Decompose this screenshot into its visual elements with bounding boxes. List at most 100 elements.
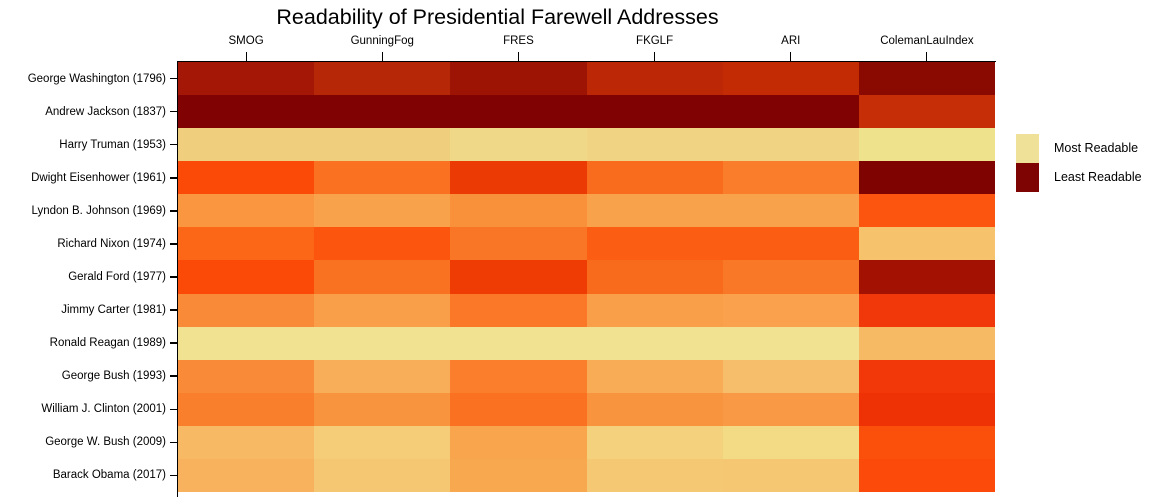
heatmap-cell bbox=[314, 458, 451, 492]
row-label: Barack Obama (2017) bbox=[52, 469, 166, 482]
column-tick bbox=[654, 52, 656, 61]
row-tick bbox=[170, 375, 177, 377]
heatmap-cell bbox=[450, 293, 587, 327]
heatmap-cell bbox=[314, 392, 451, 426]
column-tick bbox=[517, 52, 519, 61]
row-label: Andrew Jackson (1837) bbox=[45, 105, 166, 118]
heatmap-cell bbox=[314, 425, 451, 459]
heatmap-cell bbox=[858, 326, 995, 360]
row-tick bbox=[170, 77, 177, 80]
heatmap-cell bbox=[450, 359, 587, 393]
row-label: George Bush (1993) bbox=[61, 370, 166, 383]
heatmap-cell bbox=[586, 95, 723, 129]
heatmap-cell bbox=[450, 128, 587, 162]
heatmap-cell bbox=[178, 293, 315, 327]
heatmap-cell bbox=[450, 194, 587, 228]
row-tick bbox=[170, 276, 177, 278]
heatmap-cell bbox=[586, 425, 723, 459]
heatmap-cell bbox=[586, 260, 723, 294]
heatmap-cell bbox=[450, 392, 587, 426]
heatmap-cell bbox=[450, 95, 587, 129]
heatmap-cell bbox=[858, 194, 995, 228]
heatmap-cell bbox=[722, 326, 859, 360]
heatmap-cell bbox=[178, 227, 315, 261]
heatmap-cell bbox=[450, 227, 587, 261]
row-tick bbox=[170, 243, 177, 245]
heatmap-cell bbox=[450, 425, 587, 459]
heatmap-cell bbox=[314, 359, 451, 393]
row-label: Gerald Ford (1977) bbox=[68, 271, 166, 283]
column-header: FKGLF bbox=[636, 35, 674, 47]
heatmap-cell bbox=[722, 425, 859, 459]
heatmap-cell bbox=[586, 194, 723, 228]
heatmap-cell bbox=[722, 62, 859, 96]
row-tick bbox=[170, 309, 177, 311]
heatmap-cell bbox=[858, 425, 995, 459]
row-tick bbox=[170, 177, 177, 179]
heatmap-cell bbox=[314, 128, 451, 162]
heatmap-cell bbox=[722, 194, 859, 228]
column-tick bbox=[245, 52, 247, 61]
heatmap-cell bbox=[858, 95, 995, 129]
heatmap-cell bbox=[858, 128, 995, 162]
heatmap-cell bbox=[314, 227, 451, 261]
column-header: SMOG bbox=[228, 35, 264, 47]
column-header: ARI bbox=[781, 35, 801, 47]
heatmap-cell bbox=[586, 392, 723, 426]
heatmap-cell bbox=[178, 326, 315, 360]
row-label: Lyndon B. Johnson (1969) bbox=[31, 204, 166, 217]
column-tick bbox=[926, 52, 928, 61]
heatmap-cell bbox=[178, 359, 315, 393]
heatmap-cell bbox=[314, 95, 451, 129]
heatmap-cell bbox=[722, 392, 859, 426]
heatmap-cell bbox=[586, 227, 723, 261]
heatmap-cell bbox=[858, 458, 995, 492]
heatmap-cell bbox=[586, 359, 723, 393]
heatmap-cell bbox=[314, 62, 451, 96]
heatmap-cell bbox=[722, 161, 859, 195]
heatmap-cell bbox=[178, 458, 315, 492]
heatmap-cell bbox=[178, 425, 315, 459]
heatmap-cell bbox=[586, 293, 723, 327]
heatmap-cell bbox=[858, 293, 995, 327]
row-tick bbox=[170, 342, 177, 344]
chart-title: Readability of Presidential Farewell Add… bbox=[276, 5, 719, 29]
row-tick bbox=[170, 408, 177, 411]
heatmap-cell bbox=[858, 227, 995, 261]
heatmap-cell bbox=[586, 62, 723, 96]
heatmap-cell bbox=[858, 359, 995, 393]
heatmap-cell bbox=[858, 161, 995, 195]
heatmap-cell bbox=[858, 62, 995, 96]
row-tick bbox=[170, 210, 177, 212]
row-label: Jimmy Carter (1981) bbox=[61, 304, 166, 317]
row-label: George W. Bush (2009) bbox=[45, 436, 166, 449]
x-axis-line bbox=[177, 61, 996, 62]
heatmap-cell bbox=[314, 194, 451, 228]
column-header: GunningFog bbox=[350, 35, 414, 47]
heatmap-cell bbox=[450, 62, 587, 96]
y-axis-line bbox=[177, 62, 178, 497]
row-tick bbox=[170, 110, 177, 113]
heatmap-cell bbox=[450, 260, 587, 294]
row-tick bbox=[170, 474, 177, 477]
column-header: ColemanLauIndex bbox=[880, 35, 974, 47]
heatmap-cell bbox=[314, 260, 451, 294]
heatmap-cell bbox=[450, 458, 587, 492]
column-header: FRES bbox=[503, 35, 534, 47]
row-label: William J. Clinton (2001) bbox=[41, 403, 166, 416]
heatmap-cell bbox=[450, 326, 587, 360]
heatmap-cell bbox=[586, 128, 723, 162]
heatmap-cell bbox=[586, 458, 723, 492]
row-label: Ronald Reagan (1989) bbox=[49, 337, 166, 350]
legend-label: Most Readable bbox=[1054, 141, 1139, 155]
row-tick bbox=[170, 441, 177, 444]
heatmap-cell bbox=[450, 161, 587, 195]
heatmap-cell bbox=[178, 95, 315, 129]
row-label: George Washington (1796) bbox=[27, 72, 166, 85]
heatmap-cell bbox=[178, 128, 315, 162]
column-tick bbox=[381, 52, 383, 61]
heatmap-cell bbox=[858, 392, 995, 426]
heatmap-cell bbox=[178, 62, 315, 96]
heatmap-cell bbox=[722, 95, 859, 129]
heatmap-cell bbox=[586, 326, 723, 360]
